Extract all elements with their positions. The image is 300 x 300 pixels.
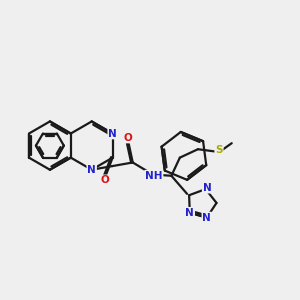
Text: N: N xyxy=(108,128,117,139)
Text: N: N xyxy=(185,208,194,218)
Text: NH: NH xyxy=(145,171,163,181)
Text: N: N xyxy=(202,213,211,223)
Text: N: N xyxy=(203,183,212,193)
Text: O: O xyxy=(124,133,133,142)
Text: N: N xyxy=(87,165,96,175)
Text: O: O xyxy=(101,175,110,185)
Text: S: S xyxy=(215,145,223,155)
